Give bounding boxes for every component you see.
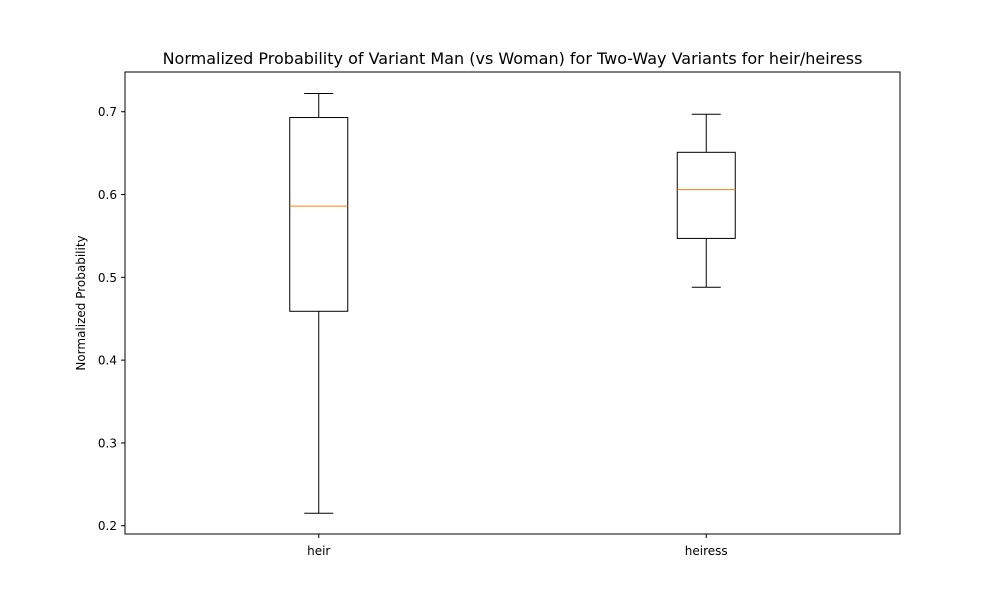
y-tick-label: 0.7 [98,105,117,119]
y-axis-label: Normalized Probability [74,235,88,370]
y-tick-label: 0.4 [98,354,117,368]
box-group-heir [289,93,349,514]
axis-ticks: 0.2 0.3 0.4 0.5 0.6 0.7 heir heiress [98,105,728,558]
x-tick-label: heir [307,544,330,558]
boxes [289,93,736,514]
x-tick-label: heiress [685,544,728,558]
y-tick-label: 0.3 [98,436,117,450]
box-iqr [676,151,736,239]
box-group-heiress [676,113,736,288]
chart-title: Normalized Probability of Variant Man (v… [163,49,863,68]
y-tick-label: 0.2 [98,519,117,533]
y-tick-label: 0.6 [98,188,117,202]
y-tick-label: 0.5 [98,271,117,285]
plot-area-frame [124,71,901,535]
box-iqr [289,117,349,312]
